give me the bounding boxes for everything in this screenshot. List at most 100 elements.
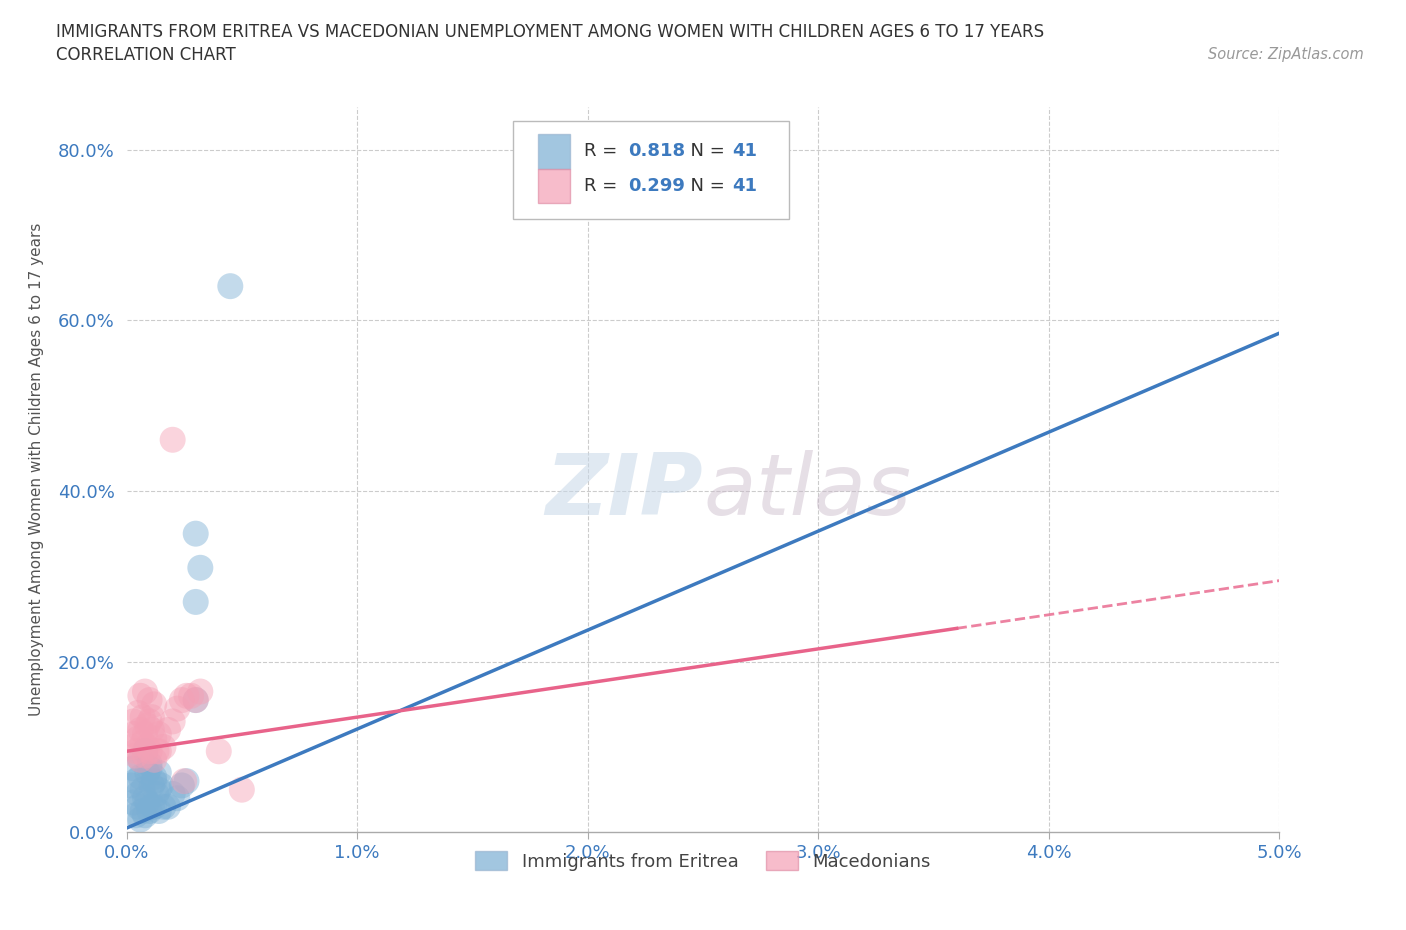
Y-axis label: Unemployment Among Women with Children Ages 6 to 17 years: Unemployment Among Women with Children A… (30, 223, 44, 716)
Point (152, 739, 174, 754)
Point (134, 744, 156, 759)
Point (173, 774, 195, 789)
Point (138, 714, 160, 729)
Point (143, 752, 166, 767)
Point (129, 723, 152, 737)
Point (162, 432, 184, 447)
Point (120, 739, 142, 754)
Point (136, 765, 159, 780)
Point (152, 799, 174, 814)
Point (219, 279, 242, 294)
Point (141, 799, 163, 814)
Point (125, 774, 148, 789)
Point (143, 731, 166, 746)
Point (125, 748, 148, 763)
Text: CORRELATION CHART: CORRELATION CHART (56, 46, 236, 64)
Point (208, 744, 231, 759)
Point (176, 688, 198, 703)
Point (134, 748, 156, 763)
Text: Source: ZipAtlas.com: Source: ZipAtlas.com (1208, 46, 1364, 61)
Point (127, 787, 149, 802)
Point (134, 726, 156, 741)
Point (141, 710, 163, 724)
Point (125, 744, 148, 759)
Text: R =: R = (585, 142, 623, 160)
Text: IMMIGRANTS FROM ERITREA VS MACEDONIAN UNEMPLOYMENT AMONG WOMEN WITH CHILDREN AGE: IMMIGRANTS FROM ERITREA VS MACEDONIAN UN… (56, 23, 1045, 41)
Point (122, 761, 145, 776)
Point (143, 799, 166, 814)
Point (141, 778, 163, 793)
Point (188, 561, 211, 576)
FancyBboxPatch shape (513, 122, 790, 219)
Point (138, 804, 160, 818)
Point (131, 710, 153, 724)
Point (134, 808, 156, 823)
Point (129, 769, 152, 784)
Text: N =: N = (679, 142, 730, 160)
Point (129, 688, 152, 703)
Point (131, 782, 153, 797)
Point (143, 774, 166, 789)
Point (134, 684, 156, 699)
Text: ZIP: ZIP (546, 450, 703, 533)
Point (148, 765, 170, 780)
Point (162, 787, 184, 802)
Point (131, 736, 153, 751)
Text: 41: 41 (731, 142, 756, 160)
Point (129, 812, 152, 827)
Point (127, 706, 149, 721)
Text: 0.299: 0.299 (628, 177, 685, 195)
Bar (538, 168, 571, 204)
Point (162, 714, 184, 729)
Point (166, 701, 188, 716)
Point (125, 808, 148, 823)
Text: N =: N = (679, 177, 730, 195)
Point (148, 804, 170, 818)
Point (131, 804, 153, 818)
Point (129, 752, 152, 767)
Point (231, 782, 253, 797)
Point (148, 744, 170, 759)
Point (122, 726, 145, 741)
Point (184, 526, 207, 541)
Point (120, 778, 142, 793)
Point (150, 778, 173, 793)
Point (143, 697, 166, 711)
Point (136, 739, 159, 754)
Point (180, 688, 202, 703)
Bar (538, 134, 571, 168)
Point (184, 693, 207, 708)
Point (188, 684, 211, 699)
Point (141, 723, 163, 737)
Point (138, 757, 160, 772)
Point (184, 693, 207, 708)
Point (134, 790, 156, 805)
Point (129, 752, 152, 767)
Point (148, 726, 170, 741)
Point (138, 761, 160, 776)
Text: 0.818: 0.818 (628, 142, 685, 160)
Point (122, 795, 145, 810)
Point (136, 718, 159, 733)
Point (138, 744, 160, 759)
Point (157, 799, 180, 814)
Point (145, 744, 167, 759)
Point (184, 594, 207, 609)
Point (136, 795, 159, 810)
Point (122, 714, 145, 729)
Point (170, 693, 193, 708)
Point (148, 782, 170, 797)
Point (166, 790, 188, 805)
Point (176, 774, 198, 789)
Text: R =: R = (585, 177, 623, 195)
Point (170, 778, 193, 793)
Point (138, 693, 160, 708)
Point (143, 769, 166, 784)
Point (145, 787, 167, 802)
Legend: Immigrants from Eritrea, Macedonians: Immigrants from Eritrea, Macedonians (468, 844, 938, 878)
Text: atlas: atlas (703, 450, 911, 533)
Point (127, 731, 149, 746)
Point (157, 723, 180, 737)
Point (127, 799, 149, 814)
Text: 41: 41 (731, 177, 756, 195)
